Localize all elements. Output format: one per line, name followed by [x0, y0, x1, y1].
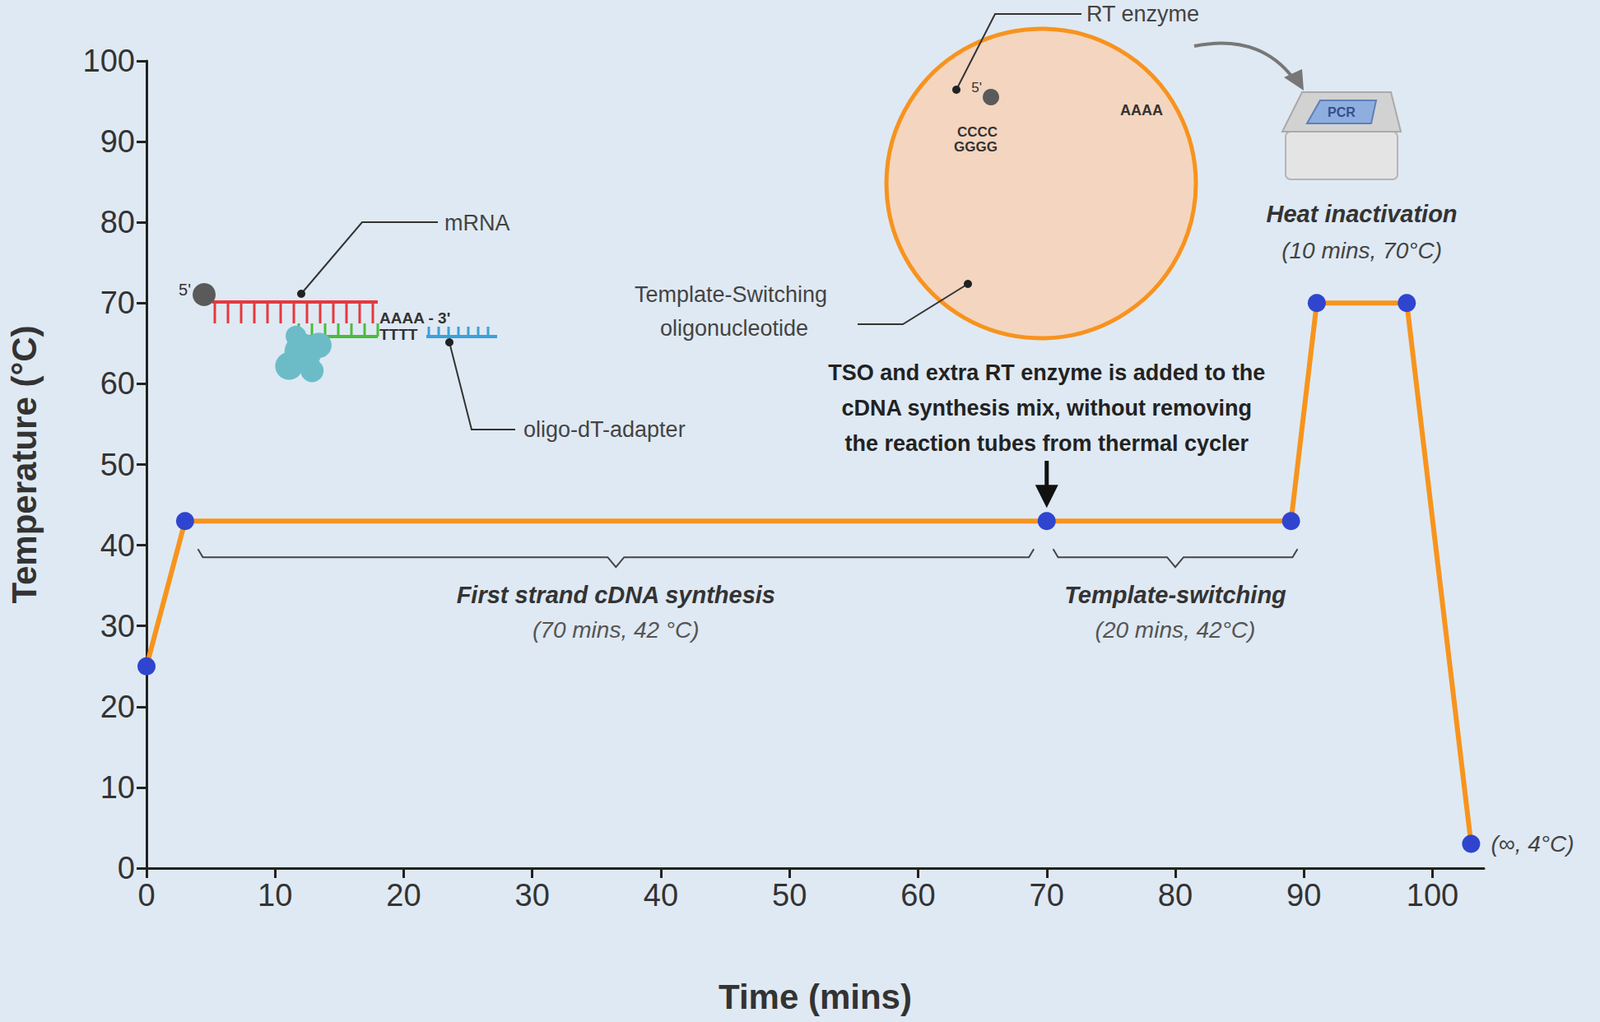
svg-text:Heat inactivation: Heat inactivation: [1266, 200, 1458, 228]
svg-text:(∞, 4°C): (∞, 4°C): [1490, 831, 1574, 857]
svg-text:30: 30: [100, 609, 135, 644]
svg-text:oligonucleotide: oligonucleotide: [660, 316, 809, 341]
svg-text:60: 60: [100, 366, 135, 401]
svg-text:50: 50: [100, 447, 135, 483]
svg-text:20: 20: [100, 689, 135, 725]
svg-text:80: 80: [100, 204, 135, 240]
svg-text:0: 0: [137, 878, 155, 913]
svg-text:AAAA - 3': AAAA - 3': [379, 309, 451, 327]
svg-text:(10 mins, 70°C): (10 mins, 70°C): [1281, 237, 1442, 264]
svg-text:oligo-dT-adapter: oligo-dT-adapter: [523, 417, 686, 442]
svg-text:RT enzyme: RT enzyme: [1086, 1, 1200, 27]
svg-text:GGGG: GGGG: [953, 139, 998, 155]
svg-text:50: 50: [772, 878, 807, 913]
svg-text:PCR: PCR: [1327, 105, 1356, 120]
svg-text:mRNA: mRNA: [444, 210, 511, 236]
svg-text:80: 80: [1158, 878, 1193, 913]
svg-text:TSO and extra RT enzyme is add: TSO and extra RT enzyme is added to the: [827, 360, 1266, 386]
svg-text:Template-switching: Template-switching: [1064, 581, 1287, 609]
svg-text:Temperature (°C): Temperature (°C): [4, 325, 44, 604]
svg-text:60: 60: [900, 878, 935, 913]
svg-text:cDNA synthesis mix, without re: cDNA synthesis mix, without removing: [841, 395, 1252, 421]
svg-text:70: 70: [100, 285, 135, 321]
svg-text:70: 70: [1029, 878, 1065, 913]
svg-text:100: 100: [1406, 878, 1459, 913]
svg-text:40: 40: [643, 878, 679, 913]
svg-text:0: 0: [117, 851, 135, 886]
svg-text:90: 90: [100, 124, 135, 159]
svg-text:TTTT: TTTT: [379, 325, 419, 344]
svg-text:10: 10: [100, 770, 135, 805]
svg-text:the reaction tubes from therma: the reaction tubes from thermal cycler: [844, 431, 1249, 456]
svg-text:90: 90: [1286, 878, 1321, 913]
svg-text:Time (mins): Time (mins): [718, 977, 912, 1017]
svg-text:AAAA: AAAA: [1120, 102, 1163, 119]
svg-text:40: 40: [100, 528, 135, 563]
svg-text:First strand cDNA synthesis: First strand cDNA synthesis: [456, 581, 776, 609]
svg-text:Template-Switching: Template-Switching: [634, 282, 828, 307]
svg-text:10: 10: [257, 878, 293, 913]
svg-text:(20 mins, 42°C): (20 mins, 42°C): [1095, 617, 1256, 643]
svg-text:100: 100: [83, 43, 135, 79]
svg-text:5': 5': [178, 280, 191, 299]
svg-text:CCCC: CCCC: [957, 124, 998, 140]
svg-text:(70 mins, 42 °C): (70 mins, 42 °C): [532, 617, 700, 643]
svg-text:20: 20: [386, 878, 421, 913]
svg-text:30: 30: [515, 878, 550, 913]
svg-text:5': 5': [971, 79, 982, 96]
